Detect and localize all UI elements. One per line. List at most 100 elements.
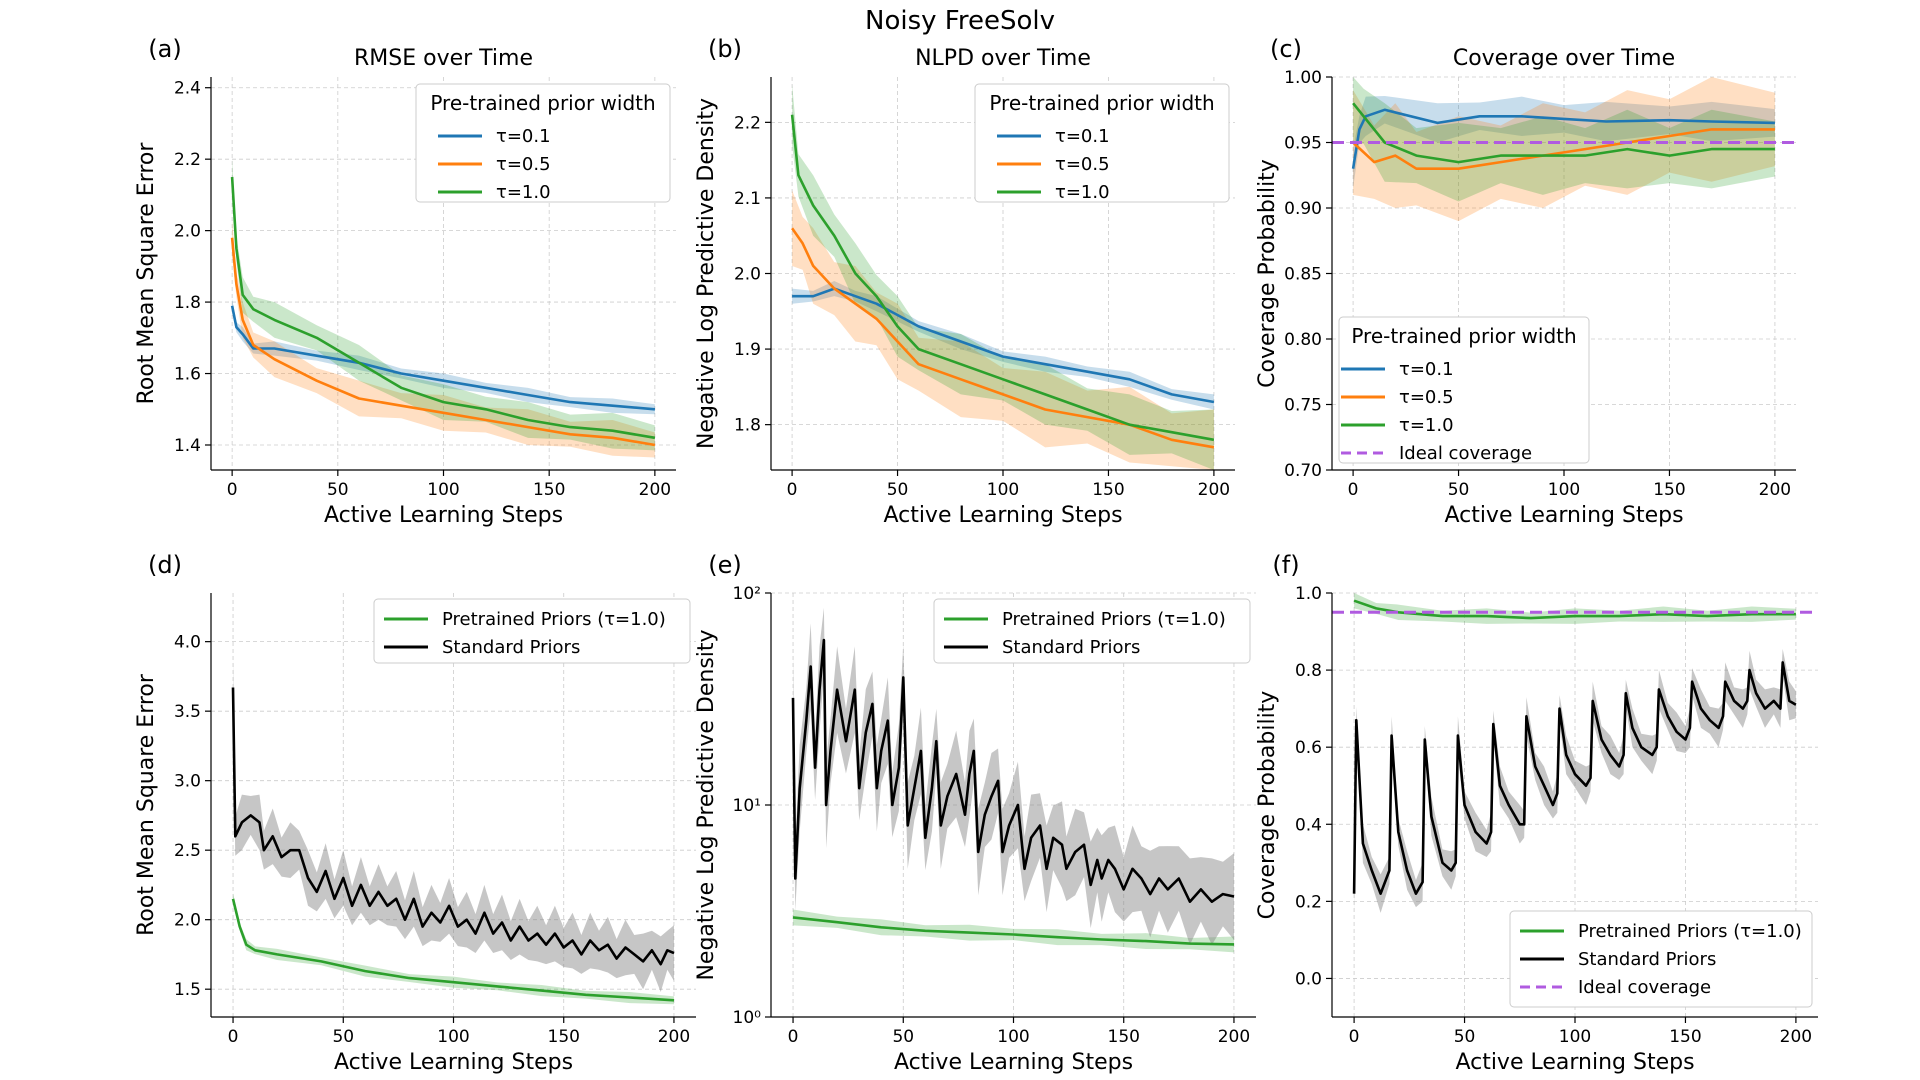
legend-frame [1338, 316, 1590, 464]
chart-title-b: NLPD over Time [915, 46, 1091, 71]
y-tick-label-d: 3.0 [174, 772, 201, 792]
y-tick-label-e: 10¹ [733, 796, 761, 816]
y-axis-label-c: Coverage Probability [1255, 159, 1280, 388]
legend-title: Pre-trained prior width [430, 91, 655, 115]
y-tick-label-f: 1.0 [1295, 584, 1322, 604]
series-band-b-0 [792, 281, 1214, 410]
x-tick-label-e: 50 [892, 1027, 914, 1047]
x-tick-label-f: 150 [1669, 1027, 1701, 1047]
x-tick-label-a: 100 [427, 480, 459, 500]
legend-frame [373, 598, 691, 664]
x-tick-label-a: 150 [533, 480, 565, 500]
panel-label-b: (b) [708, 35, 742, 63]
x-tick-label-a: 0 [227, 480, 238, 500]
y-tick-label-c: 0.85 [1284, 265, 1322, 285]
legend-label: τ=0.5 [1399, 387, 1454, 408]
legend-label: Ideal coverage [1399, 443, 1532, 464]
legend-frame [974, 83, 1230, 203]
y-tick-label-e: 10⁰ [733, 1008, 762, 1028]
series-line-a-0 [230, 305, 656, 411]
x-tick-label-e: 0 [788, 1027, 799, 1047]
x-tick-label-c: 50 [1448, 480, 1470, 500]
y-tick-label-a: 1.8 [174, 293, 201, 313]
y-tick-label-c: 0.80 [1284, 330, 1322, 350]
legend-label: τ=0.1 [496, 126, 551, 147]
y-tick-label-d: 4.0 [174, 633, 201, 653]
panel-e: 0 50 100 150 200 10⁰ 10¹ 10² Active Learning Ste… [694, 551, 1256, 1075]
x-tick-label-d: 0 [228, 1027, 239, 1047]
legend-label: τ=1.0 [496, 182, 551, 203]
legend-frame [415, 83, 671, 203]
series-band-f-0 [1354, 593, 1796, 624]
x-tick-label-b: 150 [1092, 480, 1124, 500]
y-tick-label-c: 0.70 [1284, 461, 1322, 481]
y-tick-label-f: 0.0 [1295, 969, 1322, 989]
x-axis-label-a: Active Learning Steps [324, 503, 563, 528]
x-tick-label-f: 100 [1559, 1027, 1591, 1047]
y-tick-label-d: 2.0 [174, 911, 201, 931]
series-band-c-2 [1353, 77, 1775, 202]
legend-d: Pretrained Priors (τ=1.0) Standard Priors [373, 598, 691, 664]
legend-frame [933, 598, 1251, 664]
y-tick-label-d: 3.5 [174, 702, 201, 722]
panel-label-c: (c) [1270, 35, 1302, 63]
x-tick-label-f: 200 [1780, 1027, 1812, 1047]
panel-f: 0 50 100 150 200 0.0 0.2 0.4 0.6 0.8 1.0 Active Lea… [1255, 551, 1818, 1075]
y-tick-label-d: 1.5 [174, 980, 201, 1000]
x-tick-label-b: 100 [987, 480, 1019, 500]
legend-frame [1509, 910, 1813, 1008]
y-tick-label-b: 2.1 [734, 189, 761, 209]
x-tick-label-e: 200 [1218, 1027, 1250, 1047]
figure-suptitle: Noisy FreeSolv [865, 6, 1055, 36]
series-line-c-2 [1352, 102, 1775, 164]
legend-title: Pre-trained prior width [989, 91, 1214, 115]
x-tick-label-d: 100 [437, 1027, 469, 1047]
y-tick-label-e: 10² [733, 584, 761, 604]
x-tick-label-f: 50 [1454, 1027, 1476, 1047]
series-line-a-2 [230, 176, 656, 440]
legend-c: Pre-trained prior width τ=0.1 τ=0.5 τ=1.0 Id… [1338, 316, 1590, 464]
y-axis-label-b: Negative Log Predictive Density [694, 98, 719, 449]
x-axis-label-f: Active Learning Steps [1455, 1050, 1694, 1075]
x-tick-label-b: 0 [787, 480, 798, 500]
legend-label: Pretrained Priors (τ=1.0) [1578, 921, 1802, 942]
series-line-e-0 [792, 916, 1235, 946]
series-band-a-2 [232, 159, 655, 451]
y-axis-label-a: Root Mean Square Error [134, 142, 159, 405]
y-tick-label-b: 1.9 [734, 340, 761, 360]
series-band-a-1 [232, 219, 655, 458]
y-tick-label-f: 0.2 [1295, 892, 1322, 912]
y-tick-label-b: 2.0 [734, 265, 761, 285]
y-axis-label-e: Negative Log Predictive Density [694, 629, 719, 980]
x-tick-label-b: 50 [887, 480, 909, 500]
legend-f: Pretrained Priors (τ=1.0) Standard Priors… [1509, 910, 1813, 1008]
series-line-d-1 [231, 687, 675, 966]
legend-a: Pre-trained prior width τ=0.1 τ=0.5 τ=1.0 [415, 83, 671, 203]
series-line-c-1 [1352, 128, 1775, 170]
x-axis-label-d: Active Learning Steps [334, 1050, 573, 1075]
x-tick-label-b: 200 [1198, 480, 1230, 500]
y-tick-label-a: 1.6 [174, 365, 201, 385]
y-axis-label-d: Root Mean Square Error [134, 673, 159, 936]
panel-label-e: (e) [708, 551, 742, 579]
y-tick-label-a: 2.4 [174, 79, 201, 99]
x-axis-label-c: Active Learning Steps [1444, 503, 1683, 528]
x-tick-label-e: 150 [1108, 1027, 1140, 1047]
x-tick-label-c: 200 [1759, 480, 1791, 500]
series-line-b-2 [790, 114, 1215, 442]
y-tick-label-f: 0.6 [1295, 738, 1322, 758]
y-tick-label-c: 0.75 [1284, 396, 1322, 416]
legend-label: Standard Priors [1578, 949, 1716, 970]
y-tick-label-a: 1.4 [174, 436, 201, 456]
series-band-c-1 [1353, 77, 1775, 222]
x-tick-label-d: 150 [548, 1027, 580, 1047]
series-line-b-1 [791, 227, 1215, 449]
y-axis-label-f: Coverage Probability [1255, 691, 1280, 920]
x-axis-label-e: Active Learning Steps [894, 1050, 1133, 1075]
legend-label: Standard Priors [1002, 637, 1140, 658]
y-tick-label-f: 0.4 [1295, 815, 1322, 835]
series-band-e-0 [793, 909, 1234, 953]
series-band-b-1 [792, 190, 1214, 470]
panel-label-f: (f) [1272, 551, 1299, 579]
panel-a: 0 50 100 150 200 1.4 1.6 1.8 2.0 2.2 2.4 Active Lea… [134, 35, 676, 528]
